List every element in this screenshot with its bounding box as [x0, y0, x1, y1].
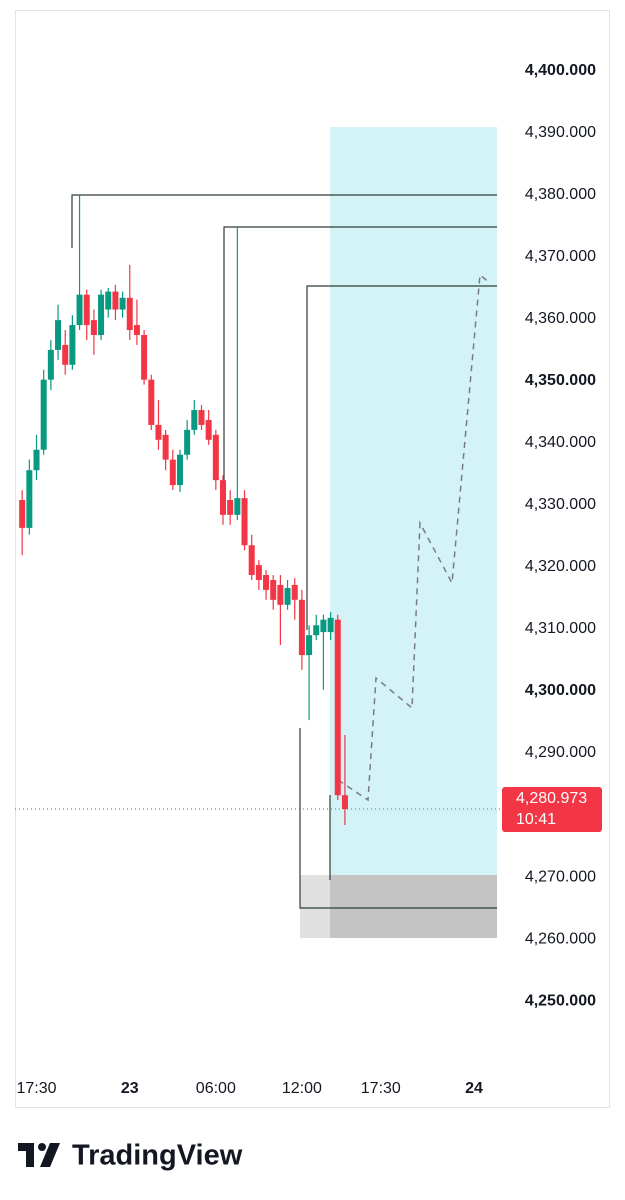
x-tick-label: 12:00: [282, 1080, 322, 1097]
candle-body: [83, 294, 90, 326]
candle-body: [148, 379, 155, 425]
candle-body: [298, 599, 305, 656]
candle-body: [26, 470, 33, 528]
stop-zone: [300, 875, 330, 938]
y-tick-label: 4,350.000: [525, 372, 596, 389]
candle-body: [55, 320, 62, 350]
y-tick-label: 4,300.000: [525, 682, 596, 699]
countdown-label: 10:41: [516, 811, 556, 828]
level-line: [71, 194, 497, 248]
candle-body: [313, 625, 320, 636]
candle-body: [263, 575, 270, 590]
y-tick-label: 4,250.000: [525, 992, 596, 1009]
candle-body: [98, 294, 105, 335]
candle-body: [19, 499, 26, 528]
candle-body: [155, 424, 162, 440]
y-tick-label: 4,330.000: [525, 496, 596, 513]
candle-body: [234, 498, 241, 515]
y-tick-label: 4,400.000: [525, 62, 596, 79]
candle-body: [176, 454, 183, 486]
stop-zone: [330, 875, 497, 938]
candle-body: [220, 480, 227, 515]
candle-body: [327, 617, 334, 633]
x-tick-label: 17:30: [16, 1080, 56, 1097]
y-tick-label: 4,310.000: [525, 620, 596, 637]
candle-body: [47, 349, 54, 380]
candle-body: [191, 410, 198, 430]
last-price-box: [502, 787, 602, 833]
candle-body: [291, 584, 298, 600]
target-zone: [330, 127, 497, 875]
level-line: [306, 285, 497, 630]
y-tick-label: 4,270.000: [525, 868, 596, 885]
candle-body: [133, 325, 140, 335]
candle-body: [341, 795, 348, 810]
candle-body: [90, 320, 97, 335]
candle-body: [270, 579, 277, 600]
y-tick-label: 4,370.000: [525, 248, 596, 265]
brand-name: TradingView: [72, 1140, 243, 1172]
projection-path: [337, 273, 491, 802]
last-price-label: 4,280.973: [516, 790, 587, 807]
x-tick-label: 17:30: [361, 1080, 401, 1097]
y-tick-label: 4,260.000: [525, 930, 596, 947]
candle-body: [241, 498, 248, 546]
candle-body: [320, 619, 327, 633]
candle-body: [227, 499, 234, 515]
candle-body: [212, 434, 219, 481]
candle-body: [184, 429, 191, 455]
brand-logo: [18, 1143, 60, 1167]
chart-frame: [15, 10, 610, 1108]
y-tick-label: 4,340.000: [525, 434, 596, 451]
candle-body: [205, 419, 212, 440]
candle-body: [40, 379, 47, 450]
candle-body: [169, 459, 176, 486]
y-tick-label: 4,380.000: [525, 186, 596, 203]
candle-body: [33, 449, 40, 471]
x-tick-label: 24: [465, 1080, 483, 1097]
candle-body: [277, 584, 284, 605]
y-tick-label: 4,290.000: [525, 744, 596, 761]
candle-body: [284, 588, 291, 605]
candle-body: [248, 545, 255, 576]
candle-body: [76, 294, 83, 326]
y-tick-label: 4,360.000: [525, 310, 596, 327]
candle-body: [334, 619, 341, 796]
candle-body: [306, 635, 313, 656]
candle-body: [126, 297, 133, 331]
candle-body: [198, 410, 205, 425]
candle-body: [112, 291, 119, 310]
candle-body: [255, 565, 262, 580]
y-tick-label: 4,390.000: [525, 124, 596, 141]
x-tick-label: 06:00: [196, 1080, 236, 1097]
y-tick-label: 4,320.000: [525, 558, 596, 575]
candle-body: [141, 334, 148, 380]
candle-body: [105, 291, 112, 310]
level-line: [299, 728, 497, 909]
candle-body: [69, 325, 76, 365]
candle-body: [162, 434, 169, 460]
candle-body: [119, 297, 126, 310]
candle-body: [62, 344, 69, 365]
x-tick-label: 23: [121, 1080, 139, 1097]
level-line: [223, 226, 497, 480]
